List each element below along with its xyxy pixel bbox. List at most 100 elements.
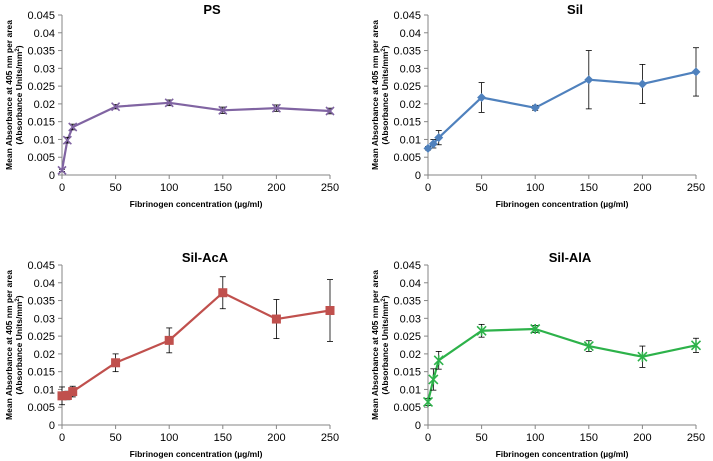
y-tick-label: 0.04 [400, 278, 421, 290]
x-tick-label: 100 [160, 432, 178, 444]
y-tick-label: 0.005 [27, 402, 55, 414]
chart-panel-2: 0 0.005 0.01 0.015 0.02 0.025 0.03 0.035 0.04 0.0… [370, 2, 705, 209]
y-tick-label: 0.035 [27, 296, 55, 308]
y-axis-label-close: ) [14, 45, 24, 48]
y-axis-label-line1: Mean Absorbance at 405 nm per area [370, 20, 380, 170]
y-tick-label: 0.005 [393, 402, 421, 414]
y-tick-label: 0.01 [400, 134, 421, 146]
y-tick-label: 0.035 [27, 46, 55, 58]
y-axis-label-line2: (Absorbance Units/mm2) [14, 295, 24, 394]
data-point-marker [325, 106, 335, 116]
data-point-marker [428, 139, 438, 149]
x-tick-label: 0 [425, 182, 431, 194]
x-tick-label: 250 [687, 432, 705, 444]
chart-panel-1: 0 0.005 0.01 0.015 0.02 0.025 0.03 0.035 0.04 0.0… [4, 2, 339, 209]
y-axis-label-superscript: 2 [15, 298, 21, 302]
y-tick-label: 0.02 [400, 349, 421, 361]
x-tick-label: 150 [214, 182, 232, 194]
x-tick-label: 150 [580, 182, 598, 194]
chart-title: Sil [567, 2, 583, 17]
series-sil [423, 47, 701, 153]
data-point-marker [68, 387, 78, 397]
data-point-marker-stroke [164, 98, 174, 108]
data-point-marker [423, 143, 433, 153]
data-point-marker [218, 105, 228, 115]
series-sil-ala [422, 323, 702, 407]
data-point-marker-stroke [218, 105, 228, 115]
y-axis-label-close: ) [380, 45, 390, 48]
data-point-marker [530, 323, 541, 335]
x-tick-label: 250 [687, 182, 705, 194]
data-point-marker [422, 396, 434, 407]
y-tick-label: 0.025 [27, 331, 55, 343]
chart-title: PS [203, 2, 221, 17]
data-point-marker [57, 165, 67, 175]
x-tick-label: 100 [526, 432, 544, 444]
y-axis-label-units: (Absorbance Units/mm [380, 301, 390, 394]
y-tick-label: 0 [49, 170, 55, 182]
x-axis-label: Fibrinogen concentration (µg/ml) [130, 449, 263, 459]
y-tick-label: 0.01 [34, 134, 55, 146]
data-point-marker [637, 351, 648, 362]
series-ps [57, 98, 335, 175]
y-tick-label: 0 [415, 170, 421, 182]
y-axis-label-line2: (Absorbance Units/mm2) [380, 295, 390, 394]
data-point-marker [477, 92, 487, 102]
chart-panel-4: 0 0.005 0.01 0.015 0.02 0.025 0.03 0.035 0.04 0.0… [370, 250, 705, 459]
x-tick-label: 100 [526, 182, 544, 194]
data-point-marker [428, 374, 439, 385]
x-tick-label: 50 [109, 182, 121, 194]
x-tick-label: 150 [214, 432, 232, 444]
y-axis-label-line1: Mean Absorbance at 405 nm per area [370, 270, 380, 420]
y-tick-label: 0.03 [34, 313, 55, 325]
y-tick-label: 0.025 [393, 81, 421, 93]
series-line [60, 101, 331, 171]
y-axis-label-close: ) [380, 295, 390, 298]
data-point-marker [218, 288, 228, 298]
data-point-marker-stroke [57, 165, 67, 175]
series-line [61, 291, 331, 397]
x-axis-label: Fibrinogen concentration (µg/ml) [130, 199, 263, 209]
y-axis-label-superscript: 2 [15, 48, 21, 52]
y-axis-label-superscript: 2 [381, 48, 387, 52]
y-tick-label: 0.035 [393, 46, 421, 58]
series-line [426, 327, 697, 403]
y-tick-label: 0.01 [34, 384, 55, 396]
y-axis-label-units: (Absorbance Units/mm [14, 51, 24, 144]
data-point-marker [271, 103, 281, 113]
data-point-marker [271, 314, 281, 324]
chart-title: Sil-AlA [549, 250, 592, 265]
y-tick-label: 0.015 [393, 367, 421, 379]
x-tick-label: 150 [580, 432, 598, 444]
y-tick-label: 0.03 [400, 313, 421, 325]
y-tick-label: 0.02 [34, 99, 55, 111]
x-tick-label: 0 [59, 182, 65, 194]
y-axis-label-line1: Mean Absorbance at 405 nm per area [4, 20, 14, 170]
y-tick-label: 0.035 [393, 296, 421, 308]
y-tick-label: 0.03 [400, 63, 421, 75]
y-axis-label-units: (Absorbance Units/mm [14, 301, 24, 394]
y-tick-label: 0.02 [400, 99, 421, 111]
y-tick-label: 0.045 [393, 10, 421, 22]
data-point-marker [164, 335, 174, 345]
y-tick-label: 0 [415, 420, 421, 432]
y-tick-label: 0.005 [27, 152, 55, 164]
x-tick-label: 250 [321, 182, 339, 194]
x-tick-label: 0 [59, 432, 65, 444]
x-tick-label: 200 [633, 432, 651, 444]
y-axis-label-superscript: 2 [381, 298, 387, 302]
data-point-marker [111, 358, 121, 368]
series-line [427, 70, 697, 150]
data-point-marker [164, 98, 174, 108]
y-tick-label: 0.01 [400, 384, 421, 396]
data-point-marker-stroke [111, 102, 121, 112]
y-axis-label-line2: (Absorbance Units/mm2) [14, 45, 24, 144]
data-point-marker [433, 355, 444, 366]
y-tick-label: 0.04 [34, 278, 55, 290]
y-axis-label-units: (Absorbance Units/mm [380, 51, 390, 144]
x-tick-label: 50 [475, 432, 487, 444]
y-tick-label: 0.045 [27, 260, 55, 272]
y-tick-label: 0.025 [393, 331, 421, 343]
y-tick-label: 0.045 [393, 260, 421, 272]
x-tick-label: 50 [475, 182, 487, 194]
